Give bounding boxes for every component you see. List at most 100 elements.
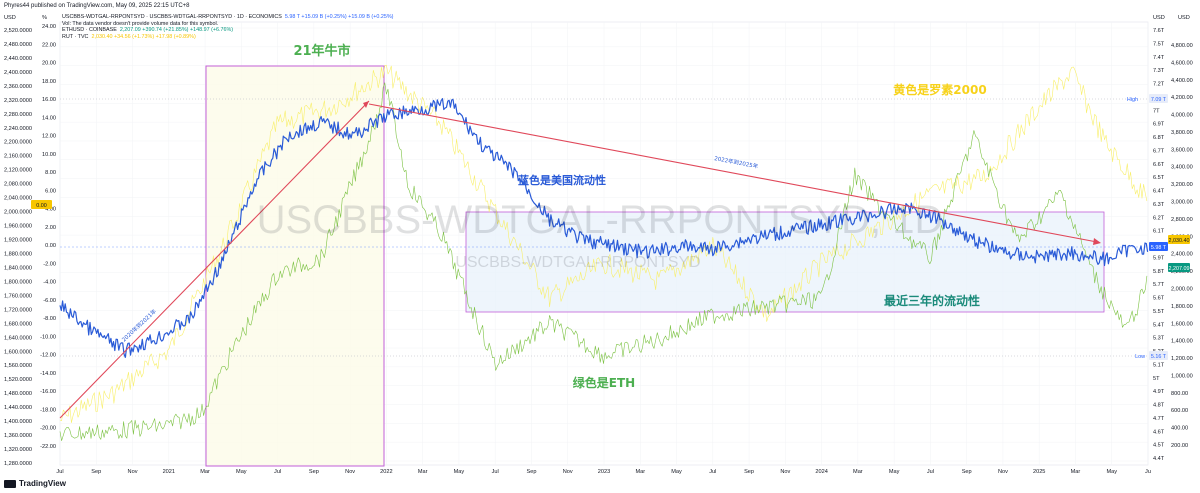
axis-tick-label: 1,440.0000 (4, 405, 32, 411)
axis-tick-label: -2.00 (43, 261, 56, 267)
current-liquidity-tag: 5.98 T (1149, 242, 1168, 251)
legend: USCBBS-WDTGAL-RRPONTSYD · USCBBS-WDTGAL-… (62, 14, 393, 40)
x-tick-label: 2023 (598, 469, 610, 475)
axis-tick-label: 10.00 (42, 152, 56, 158)
x-tick-label: May (1106, 469, 1117, 475)
axis-tick-label: 14.00 (42, 115, 56, 121)
axis-tick-label: -4.00 (43, 280, 56, 286)
axis-tick-label: 4,400.00 (1171, 78, 1193, 84)
x-tick-label: 2021 (163, 469, 175, 475)
axis-tick-label: -22.00 (40, 444, 56, 450)
axis-tick-label: 1,600.00 (1171, 321, 1193, 327)
axis-tick-label: 24.00 (42, 24, 56, 30)
axis-tick-label: 4.6T (1153, 429, 1165, 435)
axis-tick-label: -10.00 (40, 334, 56, 340)
axis-tick-label: 2.00 (45, 225, 56, 231)
high-label: High (1127, 97, 1138, 103)
axis-tick-label: 5.6T (1153, 296, 1165, 302)
axis-tick-label: 4.7T (1153, 416, 1165, 422)
axis-tick-label: 400.00 (1171, 426, 1188, 432)
left-inner-axis-title: % (42, 15, 47, 21)
axis-tick-label: 2,160.0000 (4, 154, 32, 160)
left-outer-axis-title: USD (4, 15, 16, 21)
axis-tick-label: 1,400.0000 (4, 419, 32, 425)
axis-tick-label: 5.3T (1153, 336, 1165, 342)
axis-tick-label: 2,480.0000 (4, 42, 32, 48)
axis-tick-label: 20.00 (42, 61, 56, 67)
low-value-tag-bg (1149, 351, 1168, 360)
axis-tick-label: 1,680.0000 (4, 321, 32, 327)
x-tick-label: Nov (563, 469, 573, 475)
current-liquidity-tag-bg (1149, 242, 1168, 251)
high-value-tag-text: 7.09 T (1151, 97, 1167, 103)
x-tick-label: Jul (709, 469, 716, 475)
axis-tick-label: 6.7T (1153, 148, 1165, 154)
axis-tick-label: 7.3T (1153, 68, 1165, 74)
watermark-symbol: USCBBS-WDTGAL-RRPONTSYD, 1D (257, 198, 944, 242)
axis-tick-label: 1,280.0000 (4, 461, 32, 467)
x-tick-label: May (889, 469, 900, 475)
axis-tick-label: 1,400.00 (1171, 339, 1193, 345)
x-tick-label: May (671, 469, 682, 475)
axis-tick-label: -8.00 (43, 316, 56, 322)
axis-tick-label: 2,280.0000 (4, 112, 32, 118)
x-tick-label: Mar (635, 469, 645, 475)
x-tick-label: 2024 (815, 469, 827, 475)
axis-tick-label: 2,520.0000 (4, 28, 32, 34)
legend-row-eth[interactable]: ETHUSD · COINBASE 2,207.09 +390.74 (+21.… (62, 27, 234, 34)
axis-tick-label: 5.7T (1153, 282, 1165, 288)
axis-tick-label: 800.00 (1171, 391, 1188, 397)
axis-tick-label: 22.00 (42, 42, 56, 48)
x-tick-label: Jul (927, 469, 934, 475)
axis-tick-label: 2,400.0000 (4, 70, 32, 76)
axis-tick-label: 2,080.0000 (4, 182, 32, 188)
axis-tick-label: 8.00 (45, 170, 56, 176)
trend-arrow-2022-2025 (1093, 238, 1101, 245)
axis-tick-label: 6.9T (1153, 122, 1165, 128)
x-tick-label: Mar (200, 469, 210, 475)
x-tick-label: 2025 (1033, 469, 1045, 475)
axis-tick-label: 6.00 (45, 188, 56, 194)
axis-tick-label: 1,360.0000 (4, 433, 32, 439)
current-pct-tag-text: 0.00 (36, 203, 47, 209)
legend-row-rut[interactable]: RUT · TVC 2,030.40 +34.56 (+1.73%) +17.9… (62, 33, 196, 40)
axis-tick-label: 1,000.00 (1171, 373, 1193, 379)
axis-tick-label: 3,600.00 (1171, 147, 1193, 153)
axis-tick-label: 5.8T (1153, 269, 1165, 275)
x-tick-label: Sep (744, 469, 754, 475)
axis-tick-label: 1,560.0000 (4, 363, 32, 369)
axis-tick-label: 5T (1153, 376, 1160, 382)
axis-tick-label: 1,320.0000 (4, 447, 32, 453)
x-tick-label: Sep (91, 469, 101, 475)
axis-tick-label: 2,440.0000 (4, 56, 32, 62)
annotation-eth: 绿色是ETH (573, 375, 635, 390)
x-tick-label: May (454, 469, 465, 475)
right-inner-axis-title: USD (1153, 15, 1165, 21)
x-tick-label: Nov (998, 469, 1008, 475)
x-tick-label: Jul (274, 469, 281, 475)
axis-tick-label: 6.6T (1153, 162, 1165, 168)
left-inner-axis: 24.00 22.00 20.00 18.00 16.00 14.00 12.00 10.00… (40, 24, 56, 450)
x-tick-label: Sep (309, 469, 319, 475)
trend-line-2020-2021 (59, 100, 370, 419)
axis-tick-label: 5.5T (1153, 309, 1165, 315)
axis-tick-label: 4,000.00 (1171, 113, 1193, 119)
high-value-tag: 7.09 T (1149, 94, 1168, 103)
axis-tick-label: -18.00 (40, 407, 56, 413)
axis-tick-label: 2,120.0000 (4, 168, 32, 174)
axis-tick-label: 5.1T (1153, 362, 1165, 368)
watermark-symbol-small: USCBBS-WDTGAL-RRPONTSYD (455, 254, 700, 271)
tradingview-logo[interactable]: TradingView (4, 479, 66, 488)
low-value-tag: 5.16 T (1149, 351, 1168, 360)
axis-tick-label: 7.6T (1153, 28, 1165, 34)
left-outer-axis: 2,520.0000 2,480.0000 2,440.0000 2,400.0000… (4, 28, 32, 467)
axis-tick-label: 18.00 (42, 79, 56, 85)
axis-tick-label: 2,000.0000 (4, 210, 32, 216)
x-tick-label: Sep (526, 469, 536, 475)
legend-row-liquidity[interactable]: USCBBS-WDTGAL-RRPONTSYD · USCBBS-WDTGAL-… (62, 14, 394, 20)
axis-tick-label: -16.00 (40, 389, 56, 395)
axis-tick-label: 2,200.00 (1171, 269, 1193, 275)
current-pct-tag-bg (31, 200, 52, 209)
axis-tick-label: -20.00 (40, 426, 56, 432)
